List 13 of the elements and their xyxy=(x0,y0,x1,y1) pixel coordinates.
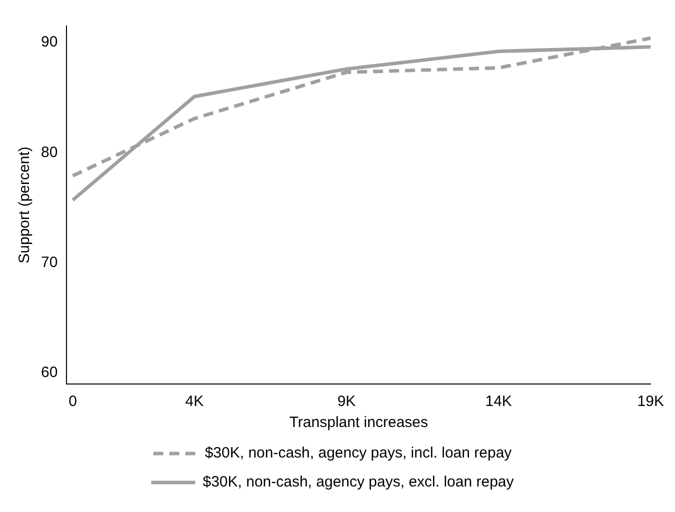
legend-label: $30K, non-cash, agency pays, excl. loan repay xyxy=(202,474,514,491)
y-tick-label: 80 xyxy=(40,144,58,161)
x-tick-label: 9K xyxy=(337,393,356,410)
x-tick-label: 14K xyxy=(485,393,512,410)
legend-label: $30K, non-cash, agency pays, incl. loan repay xyxy=(204,444,512,462)
y-axis-title: Support (percent) xyxy=(16,146,34,264)
y-tick-label: 60 xyxy=(40,364,58,382)
x-tick-label: 4K xyxy=(185,393,204,410)
y-tick-label: 70 xyxy=(40,254,58,271)
x-axis-title: Transplant increases xyxy=(289,414,428,432)
x-tick-label: 0 xyxy=(68,393,77,410)
y-tick-label: 90 xyxy=(40,34,58,51)
x-tick-label: 19K xyxy=(637,393,664,410)
